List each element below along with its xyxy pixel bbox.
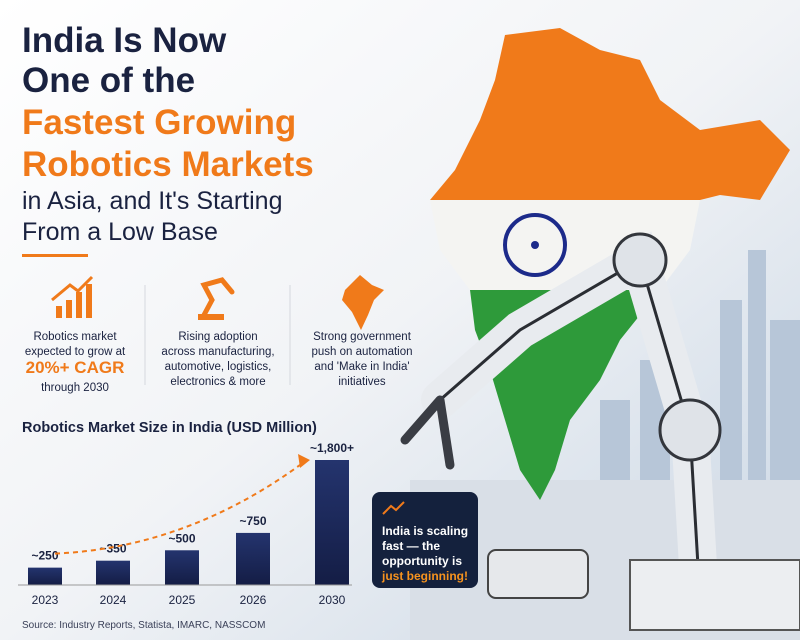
feature-text: expected to grow at [25, 346, 126, 358]
headline: India Is Now [22, 21, 227, 60]
callout-text: opportunity is [382, 554, 462, 568]
feature-text: and 'Make in India' [314, 361, 409, 373]
headline: One of the [22, 61, 195, 100]
x-tick-label: 2025 [169, 593, 196, 607]
feature-text: initiatives [338, 376, 386, 388]
robot-arm [400, 231, 800, 631]
feature-highlight: 20%+ CAGR [26, 358, 125, 377]
headline-highlight: Fastest Growing [22, 103, 296, 142]
headline-highlight: Robotics Markets [22, 145, 314, 184]
feature-text: Rising adoption [178, 331, 257, 343]
divider [22, 254, 88, 257]
robot-icon [198, 277, 235, 320]
value-label: ~500 [168, 531, 195, 545]
value-label: ~750 [239, 514, 266, 528]
feature-text: Robotics market [33, 331, 117, 343]
feature-text: through 2030 [41, 382, 109, 394]
chart-title: Robotics Market Size in India (USD Milli… [22, 420, 317, 436]
x-tick-label: 2024 [100, 593, 127, 607]
value-label: ~250 [31, 549, 58, 563]
value-label: ~1,800+ [310, 441, 354, 455]
feature-text: across manufacturing, [161, 346, 274, 358]
callout-text: India is scaling [382, 524, 468, 538]
bar [165, 550, 199, 585]
bar [315, 460, 349, 585]
callout-highlight: just beginning! [381, 569, 468, 583]
subheadline: From a Low Base [22, 218, 218, 246]
bar [28, 567, 62, 585]
bar [96, 560, 130, 585]
x-tick-label: 2026 [240, 593, 267, 607]
trend-arrowhead [298, 454, 310, 468]
subheadline: in Asia, and It's Starting [22, 187, 282, 215]
india-icon [342, 275, 384, 330]
feature-text: Strong government [313, 331, 412, 343]
x-tick-label: 2023 [32, 593, 59, 607]
feature-text: automotive, logistics, [165, 361, 272, 373]
feature-text: push on automation [311, 346, 412, 358]
growth-icon [51, 275, 94, 318]
callout-icon [382, 501, 405, 515]
source: Source: Industry Reports, Statista, IMAR… [22, 620, 265, 631]
x-tick-label: 2030 [319, 593, 346, 607]
bar [236, 532, 270, 585]
callout-box [372, 492, 478, 588]
feature-text: electronics & more [170, 376, 265, 388]
callout-text: fast — the [382, 539, 440, 553]
